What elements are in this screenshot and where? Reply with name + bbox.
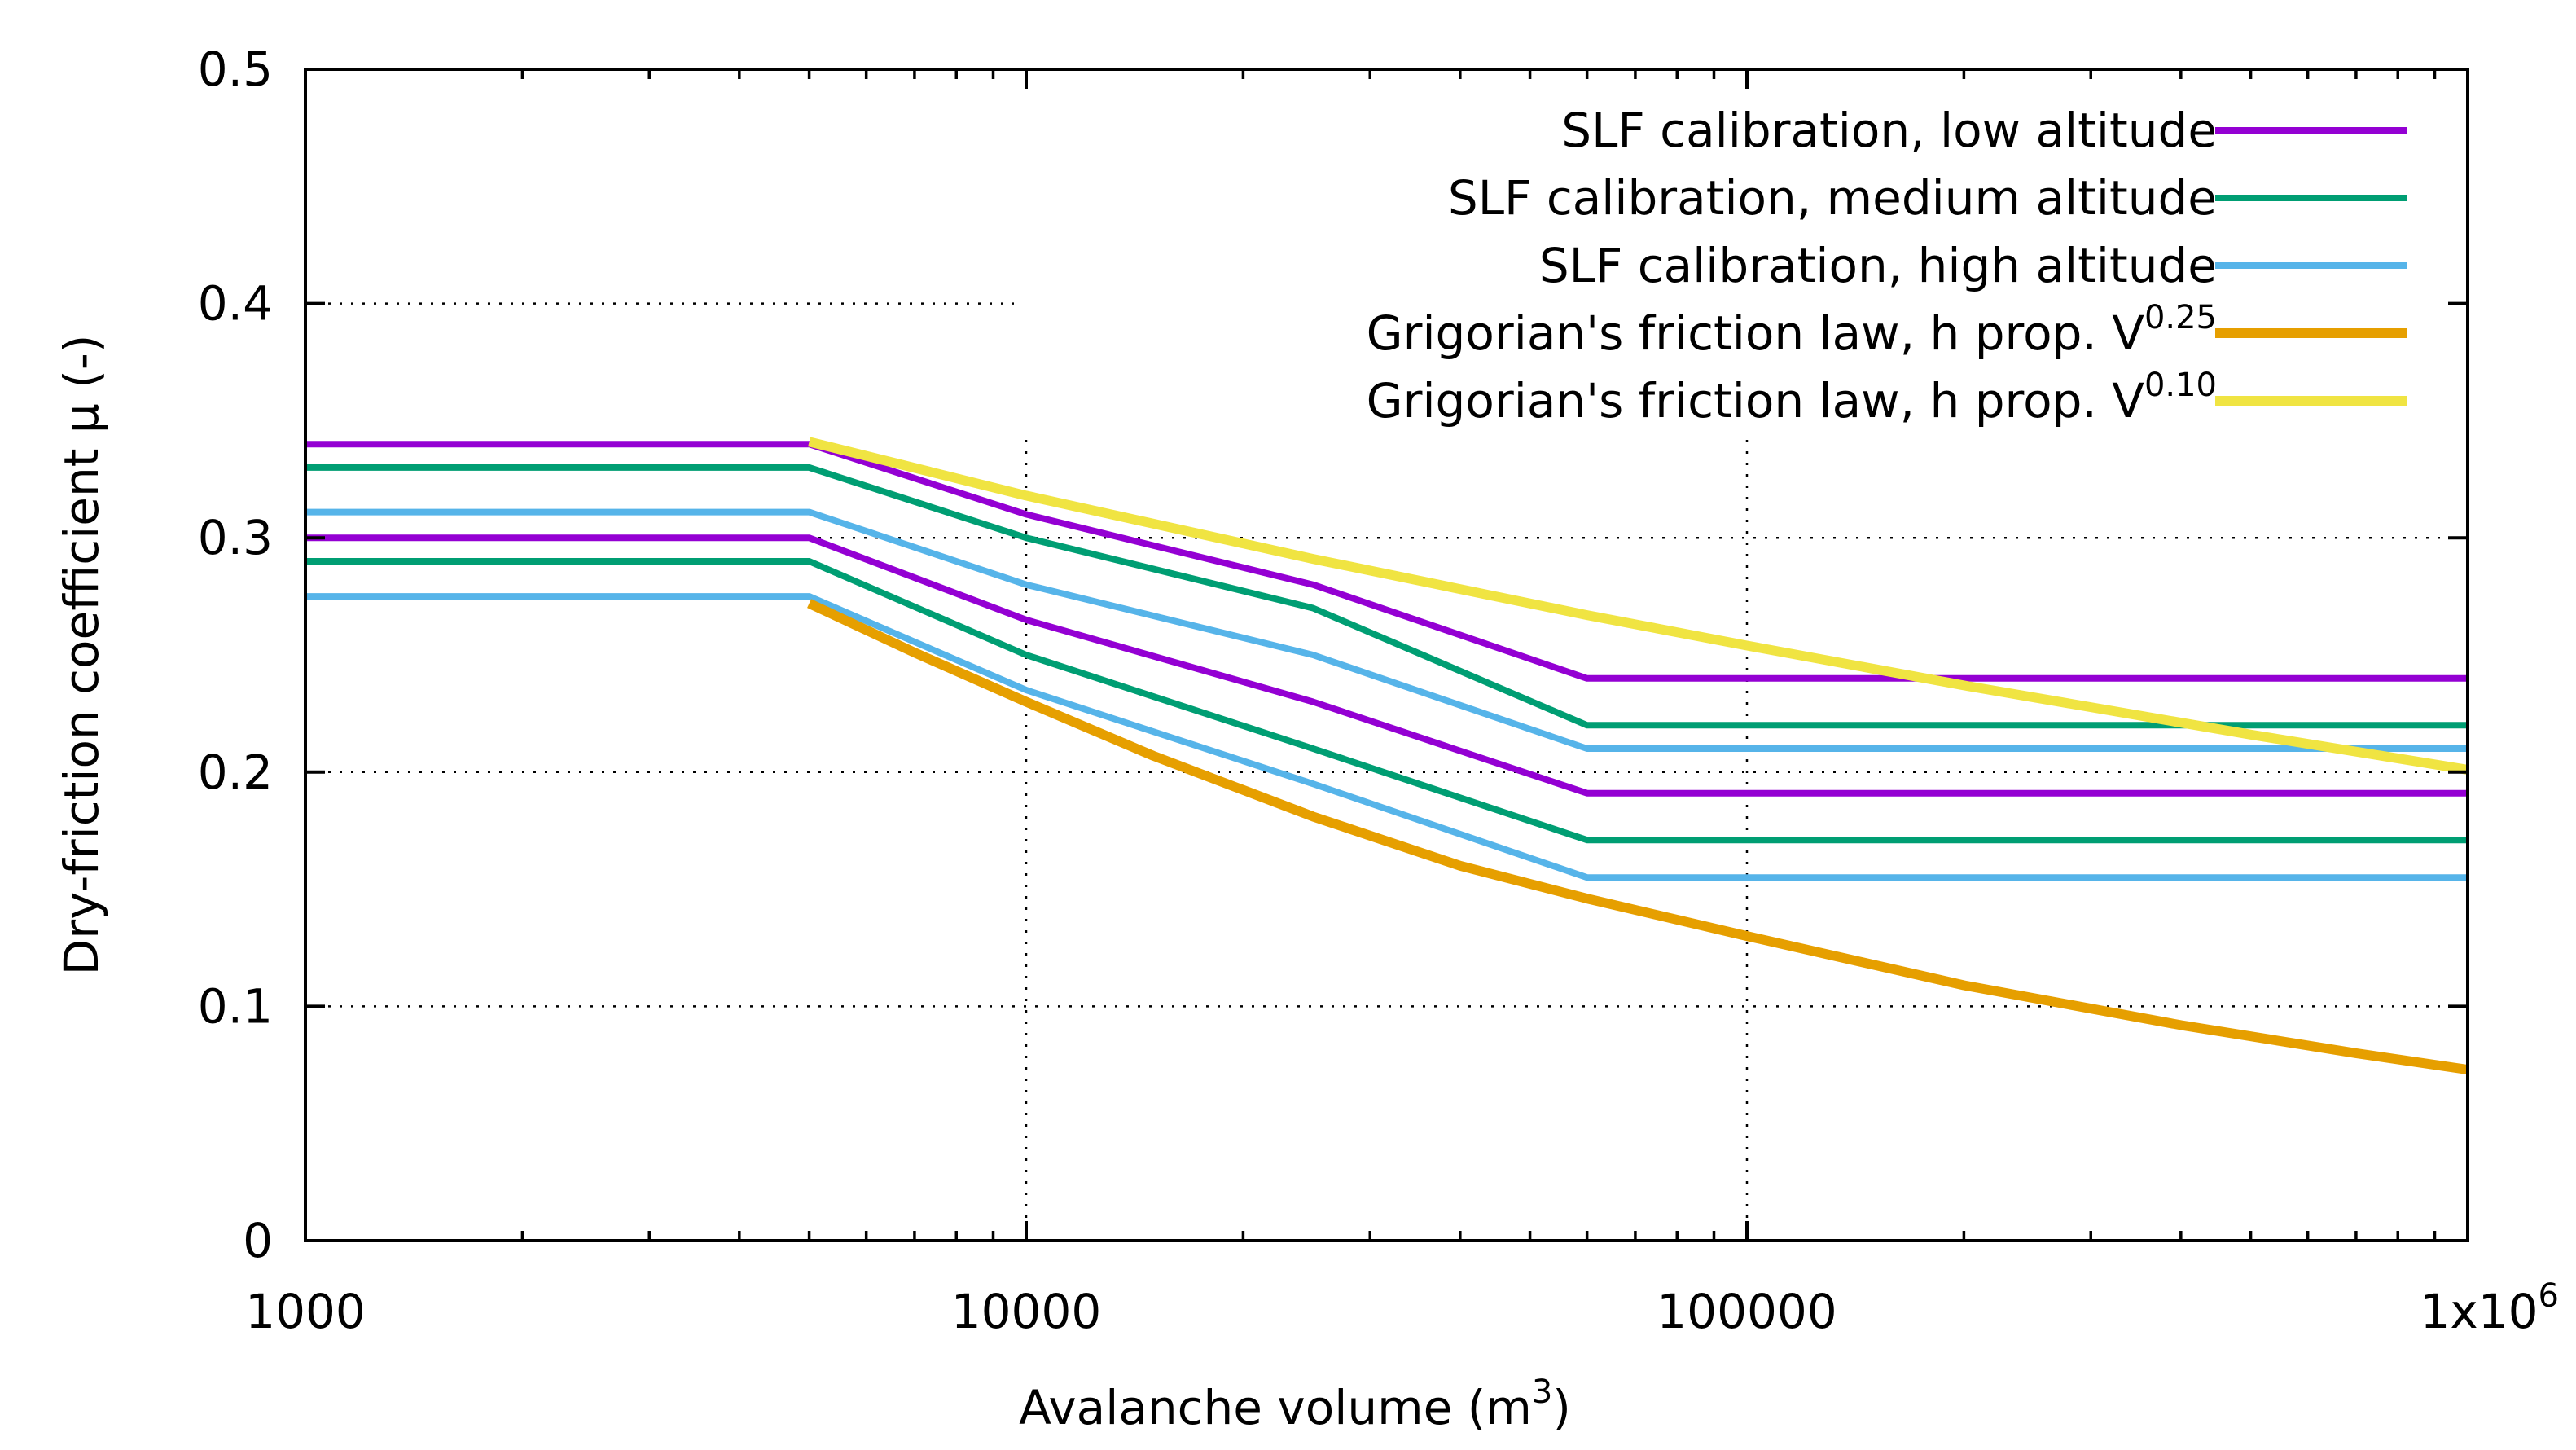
series-line-slf-calibration-medium-altitude (305, 464, 2468, 729)
legend-label: Grigorian's friction law, h prop. V0.25 (1367, 299, 2217, 361)
x-tick-label: 1000 (245, 1284, 366, 1339)
y-axis-title: Dry-friction coefficient μ (-) (54, 335, 109, 976)
y-tick-label: 0.5 (198, 42, 273, 97)
legend-label: SLF calibration, low altitude (1561, 103, 2217, 158)
x-axis-title: Avalanche volume (m3) (1019, 1373, 1571, 1435)
legend: SLF calibration, low altitude SLF calibra… (1367, 103, 2407, 428)
series-line-slf-calibration-low-altitude (305, 534, 2468, 797)
y-tick-label: 0.3 (198, 510, 273, 565)
series-line-slf-calibration-low-altitude (305, 441, 2468, 682)
legend-label: Grigorian's friction law, h prop. V0.10 (1367, 367, 2217, 428)
series-line-grigorian-s-friction-law-h-prop-v-0-25 (807, 599, 2468, 1075)
tick-marks (304, 68, 2469, 1242)
series-layer (305, 437, 2468, 1075)
series-line-slf-calibration-medium-altitude (305, 558, 2468, 844)
series-line-slf-calibration-high-altitude (305, 593, 2468, 881)
x-tick-labels: 1000 10000 100000 1x106 (245, 1277, 2559, 1339)
y-tick-label: 0.4 (198, 276, 273, 332)
y-tick-labels: 0 0.1 0.2 0.3 0.4 0.5 (198, 42, 273, 1268)
x-tick-label: 100000 (1657, 1284, 1837, 1339)
y-tick-label: 0.1 (198, 978, 273, 1034)
x-axis-title-tail: ) (1552, 1380, 1571, 1435)
series-line-grigorian-s-friction-law-h-prop-v-0-10 (808, 437, 2468, 775)
legend-label: SLF calibration, medium altitude (1448, 170, 2217, 226)
y-tick-label: 0 (243, 1213, 273, 1268)
plot-frame (304, 68, 2469, 1242)
y-tick-label: 0.2 (198, 745, 273, 800)
series-line-slf-calibration-high-altitude (305, 508, 2468, 752)
x-axis-title-sup: 3 (1532, 1373, 1552, 1411)
legend-label: SLF calibration, high altitude (1539, 238, 2217, 293)
x-tick-label: 1x106 (2420, 1277, 2559, 1339)
x-tick-label: 10000 (951, 1284, 1102, 1339)
